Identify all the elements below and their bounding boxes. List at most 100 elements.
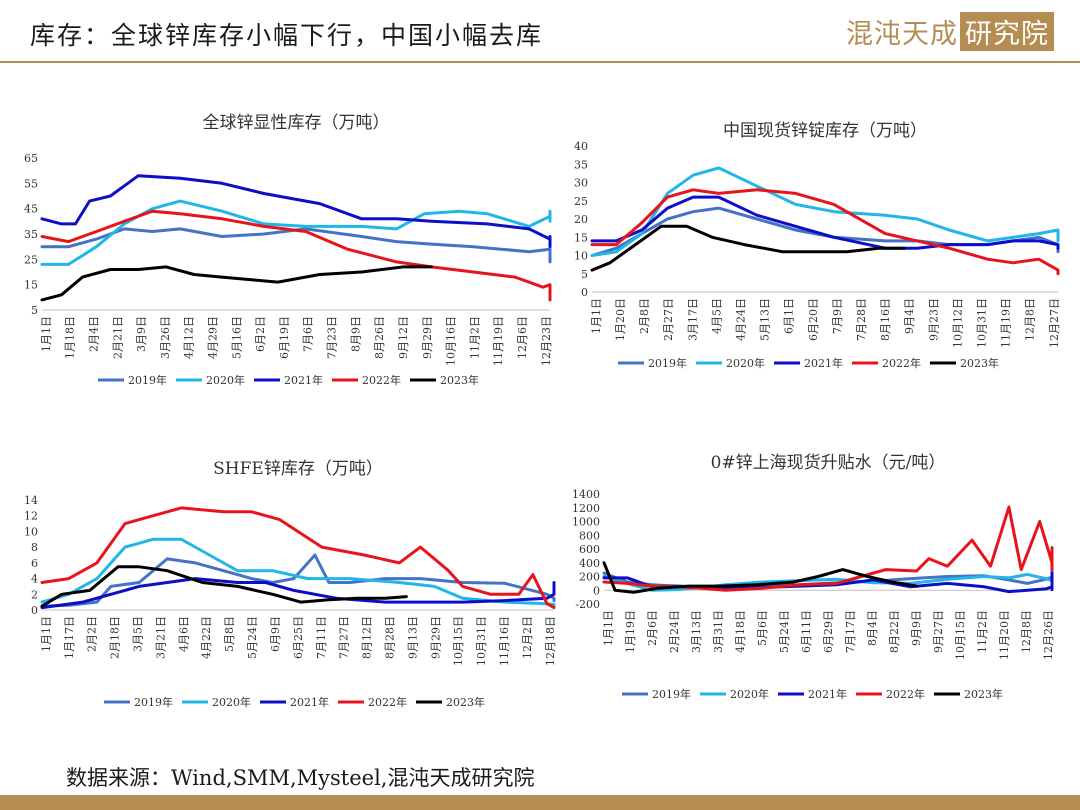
series-line-2020年 [40,537,556,607]
legend-label: 2023年 [960,356,999,370]
x-tick-label: 9月9日 [910,610,923,646]
y-tick-label: 55 [24,177,38,190]
x-tick-label: 4月22日 [200,616,213,659]
x-tick-label: 7月11日 [315,616,328,659]
series-line-2020年 [590,166,1060,257]
x-tick-label: 2月8日 [638,298,651,334]
y-tick-label: 1200 [572,502,600,515]
series-line-2022年 [40,209,552,302]
x-tick-label: 12月26日 [1042,610,1055,660]
series-line-2021年 [40,577,556,610]
series-line-2022年 [40,506,556,610]
x-tick-label: 1月19日 [624,610,637,653]
x-tick-label: 11月19日 [492,316,505,366]
chart-title: 中国现货锌锭库存（万吨） [723,121,927,141]
chart-title: SHFE锌库存（万吨） [213,459,383,479]
x-tick-label: 1月17日 [63,616,76,659]
x-tick-label: 12月2日 [521,616,534,659]
y-tick-label: 14 [24,494,38,507]
x-tick-label: 3月31日 [712,610,725,653]
x-tick-label: 11月20日 [998,610,1011,660]
y-tick-label: 25 [24,253,38,266]
x-tick-label: 7月27日 [338,616,351,659]
x-tick-label: 8月22日 [888,610,901,653]
series-line-2020年 [602,572,1054,592]
series-line-2023年 [590,224,906,272]
y-tick-label: 5 [31,304,38,317]
x-tick-label: 1月18日 [64,316,77,359]
series-line-2022年 [602,505,1054,592]
series-line-2020年 [40,199,552,266]
x-tick-label: 6月29日 [822,610,835,653]
x-tick-label: 12月23日 [540,316,553,366]
x-tick-label: 4月18日 [734,610,747,653]
x-tick-label: 10月31日 [976,298,989,348]
legend-label: 2019年 [652,687,691,701]
x-tick-label: 9月4日 [903,298,916,334]
y-tick-label: -200 [575,598,600,611]
y-tick-label: 30 [574,177,588,190]
x-tick-label: 6月2日 [254,316,267,352]
legend-label: 2020年 [212,695,251,709]
x-tick-label: 11月2日 [468,316,481,359]
x-tick-label: 3月21日 [154,616,167,659]
x-tick-label: 9月13日 [406,616,419,659]
series-line-2023年 [602,561,919,594]
y-tick-label: 35 [24,228,38,241]
y-tick-label: 0 [31,604,38,617]
x-tick-label: 10月12日 [951,298,964,348]
x-tick-label: 4月29日 [207,316,220,359]
x-tick-label: 3月9日 [135,316,148,352]
x-tick-label: 4月24日 [734,298,747,341]
x-tick-label: 5月24日 [246,616,259,659]
y-tick-label: 15 [24,279,38,292]
x-tick-label: 1月1日 [40,616,53,652]
x-tick-label: 6月1日 [783,298,796,334]
x-tick-label: 4月5日 [710,298,723,334]
x-tick-label: 3月5日 [131,616,144,652]
y-tick-label: 65 [24,152,38,165]
x-tick-label: 6月20日 [807,298,820,341]
x-tick-label: 10月15日 [452,616,465,666]
y-tick-label: 1400 [572,488,600,501]
x-tick-label: 2月21日 [111,316,124,359]
x-tick-label: 6月11日 [800,610,813,653]
x-tick-label: 2月18日 [109,616,122,659]
series-line-2019年 [40,227,552,264]
y-tick-label: 25 [574,195,588,208]
chart-title: 0#锌上海现货升贴水（元/吨） [711,453,946,473]
x-tick-label: 7月17日 [844,610,857,653]
legend-label: 2022年 [882,356,921,370]
legend-label: 2023年 [446,695,485,709]
x-tick-label: 7月9日 [831,298,844,334]
y-tick-label: 0 [581,286,588,299]
series-line-2022年 [590,188,1060,276]
legend-label: 2019年 [648,356,687,370]
legend-label: 2021年 [804,356,843,370]
x-tick-label: 6月9日 [269,616,282,652]
x-tick-label: 5月24日 [778,610,791,653]
x-tick-label: 8月26日 [373,316,386,359]
x-tick-label: 9月12日 [397,316,410,359]
logo-box-text: 研究院 [960,12,1054,51]
x-tick-label: 10月15日 [954,610,967,660]
series-line-2019年 [590,206,1060,257]
x-tick-label: 12月18日 [544,616,557,666]
x-tick-label: 4月6日 [177,616,190,652]
x-tick-label: 8月4日 [866,610,879,646]
legend-label: 2022年 [368,695,407,709]
legend-label: 2021年 [808,687,847,701]
series-line-2023年 [40,565,408,608]
x-tick-label: 12月8日 [1024,298,1037,341]
series-line-2019年 [40,553,556,608]
x-tick-label: 5月13日 [759,298,772,341]
page-title: 库存：全球锌库存小幅下行，中国小幅去库 [30,21,544,50]
x-tick-label: 10月31日 [475,616,488,666]
y-tick-label: 2 [31,588,38,601]
x-tick-label: 10月16日 [445,316,458,366]
legend-label: 2023年 [440,373,479,387]
x-tick-label: 11月2日 [976,610,989,653]
x-tick-label: 9月29日 [429,616,442,659]
x-tick-label: 9月27日 [932,610,945,653]
x-tick-label: 3月17日 [686,298,699,341]
